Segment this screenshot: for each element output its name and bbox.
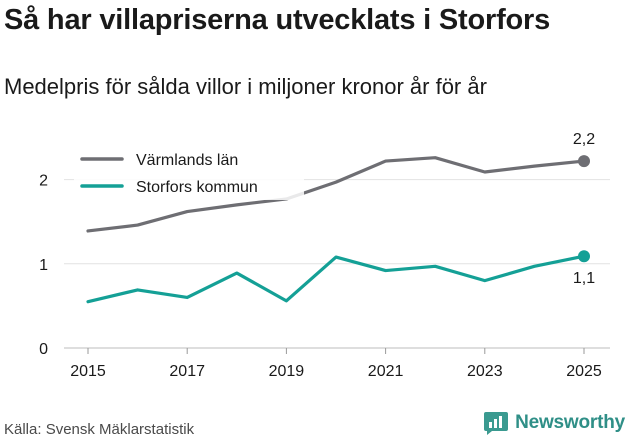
brand-logo: Newsworthy	[483, 410, 625, 436]
newsworthy-icon	[484, 412, 509, 435]
x-tick-label: 2025	[566, 363, 602, 380]
y-tick-label: 0	[39, 341, 48, 358]
legend-background	[74, 144, 304, 200]
x-tick-label: 2019	[269, 363, 305, 380]
x-tick-label: 2021	[368, 363, 404, 380]
x-tick-label: 2017	[169, 363, 205, 380]
source-note: Källa: Svensk Mäklarstatistik	[4, 421, 195, 438]
series-end-point-1	[578, 250, 590, 263]
chart-title: Så har villapriserna utvecklats i Storfo…	[4, 4, 551, 36]
series-line-0	[86, 156, 586, 233]
x-tick-label: 2023	[467, 363, 503, 380]
legend-label-1: Storfors kommun	[136, 179, 258, 196]
chart-subtitle: Medelpris för sålda villor i miljoner kr…	[4, 74, 487, 99]
series-line-1	[86, 254, 586, 304]
line-chart: 0 1 2 2015 2017 2019 2021 2023 2025 2,2 1,1 Värmlan…	[39, 131, 610, 380]
y-tick-label: 2	[39, 173, 48, 190]
series-end-label-0: 2,2	[573, 131, 595, 148]
series-end-point-0	[578, 155, 590, 168]
y-tick-label: 1	[39, 257, 48, 274]
brand-name: Newsworthy	[515, 412, 625, 433]
series-end-label-1: 1,1	[573, 270, 595, 287]
legend-label-0: Värmlands län	[136, 152, 238, 169]
x-tick-label: 2015	[70, 363, 106, 380]
